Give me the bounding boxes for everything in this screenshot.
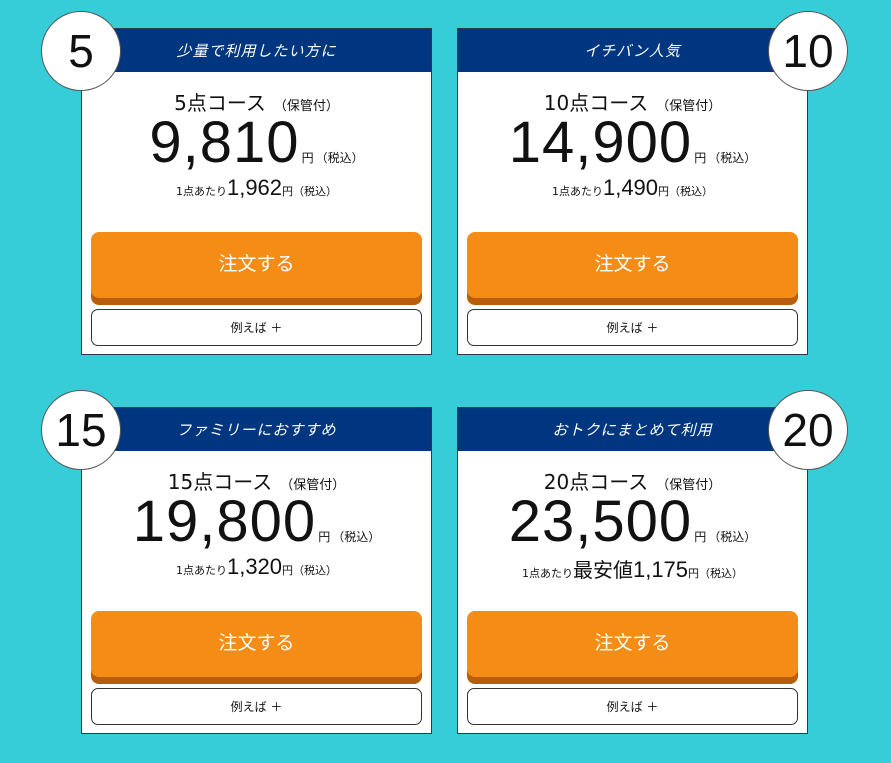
per-unit-price: 1点あたり最安値1,175円（税込） <box>458 554 807 583</box>
price-amount: 14,900 <box>508 110 693 175</box>
count-number: 20 <box>782 404 834 456</box>
course-name: 5点コース <box>174 91 266 115</box>
count-badge: 20 <box>768 390 848 470</box>
tax-note: （税込） <box>669 185 714 198</box>
tax-note: （税込） <box>332 530 381 544</box>
example-expand-button[interactable]: 例えば ＋ <box>91 688 422 725</box>
course-card: 20 おトクにまとめて利用 20点コース （保管付） 23,500 円（税込） 1点… <box>457 390 848 734</box>
example-expand-button[interactable]: 例えば ＋ <box>467 688 798 725</box>
tax-note: （税込） <box>293 564 338 577</box>
yen-unit: 円 <box>688 567 700 580</box>
card-header: おトクにまとめて利用 <box>458 408 807 451</box>
cheapest-label: 最安値 <box>572 558 633 582</box>
course-title: 15点コース （保管付） <box>82 466 431 494</box>
course-title: 20点コース （保管付） <box>458 466 807 494</box>
order-button[interactable]: 注文する <box>467 232 798 298</box>
price: 23,500 円（税込） <box>458 493 807 551</box>
storage-note: （保管付） <box>656 99 722 114</box>
count-number: 10 <box>782 25 834 77</box>
per-unit-amount: 1,962 <box>226 175 283 200</box>
order-button[interactable]: 注文する <box>467 611 798 677</box>
card-header: 少量で利用したい方に <box>82 29 431 72</box>
yen-unit: 円 <box>282 564 294 577</box>
tax-note: （税込） <box>708 151 757 165</box>
course-name: 10点コース <box>543 91 649 115</box>
per-unit-price: 1点あたり1,962円（税込） <box>82 175 431 201</box>
course-card: 15 ファミリーにおすすめ 15点コース （保管付） 19,800 円（税込） 1点… <box>41 390 432 734</box>
yen-unit: 円 <box>301 151 314 165</box>
price: 14,900 円（税込） <box>458 114 807 172</box>
count-badge: 15 <box>41 390 121 470</box>
per-unit-price: 1点あたり1,490円（税込） <box>458 175 807 201</box>
per-unit-label: 1点あたり <box>521 567 573 580</box>
price-amount: 19,800 <box>132 489 317 554</box>
order-button[interactable]: 注文する <box>91 232 422 298</box>
example-expand-button[interactable]: 例えば ＋ <box>91 309 422 346</box>
yen-unit: 円 <box>658 185 670 198</box>
course-card: 10 イチバン人気 10点コース （保管付） 14,900 円（税込） 1点あたり1… <box>457 11 848 355</box>
card-header: ファミリーにおすすめ <box>82 408 431 451</box>
course-card: 5 少量で利用したい方に 5点コース （保管付） 9,810 円（税込） 1点あたり… <box>41 11 432 355</box>
course-title: 5点コース （保管付） <box>82 87 431 115</box>
per-unit-amount: 1,175 <box>632 557 689 582</box>
yen-unit: 円 <box>318 530 331 544</box>
price-amount: 23,500 <box>508 489 693 554</box>
per-unit-label: 1点あたり <box>551 185 603 198</box>
storage-note: （保管付） <box>273 99 339 114</box>
yen-unit: 円 <box>282 185 294 198</box>
course-title: 10点コース （保管付） <box>458 87 807 115</box>
card-header: イチバン人気 <box>458 29 807 72</box>
count-badge: 5 <box>41 11 121 91</box>
yen-unit: 円 <box>694 530 707 544</box>
order-button[interactable]: 注文する <box>91 611 422 677</box>
storage-note: （保管付） <box>656 478 722 493</box>
per-unit-price: 1点あたり1,320円（税込） <box>82 554 431 580</box>
tax-note: （税込） <box>699 567 744 580</box>
per-unit-label: 1点あたり <box>175 185 227 198</box>
price: 19,800 円（税込） <box>82 493 431 551</box>
price-amount: 9,810 <box>149 110 300 175</box>
per-unit-amount: 1,320 <box>226 554 283 579</box>
per-unit-label: 1点あたり <box>175 564 227 577</box>
tax-note: （税込） <box>315 151 364 165</box>
example-expand-button[interactable]: 例えば ＋ <box>467 309 798 346</box>
count-number: 5 <box>68 25 94 77</box>
yen-unit: 円 <box>694 151 707 165</box>
price: 9,810 円（税込） <box>82 114 431 172</box>
tax-note: （税込） <box>293 185 338 198</box>
course-name: 15点コース <box>167 470 273 494</box>
course-name: 20点コース <box>543 470 649 494</box>
per-unit-amount: 1,490 <box>602 175 659 200</box>
storage-note: （保管付） <box>280 478 346 493</box>
tax-note: （税込） <box>708 530 757 544</box>
count-badge: 10 <box>768 11 848 91</box>
count-number: 15 <box>55 404 107 456</box>
